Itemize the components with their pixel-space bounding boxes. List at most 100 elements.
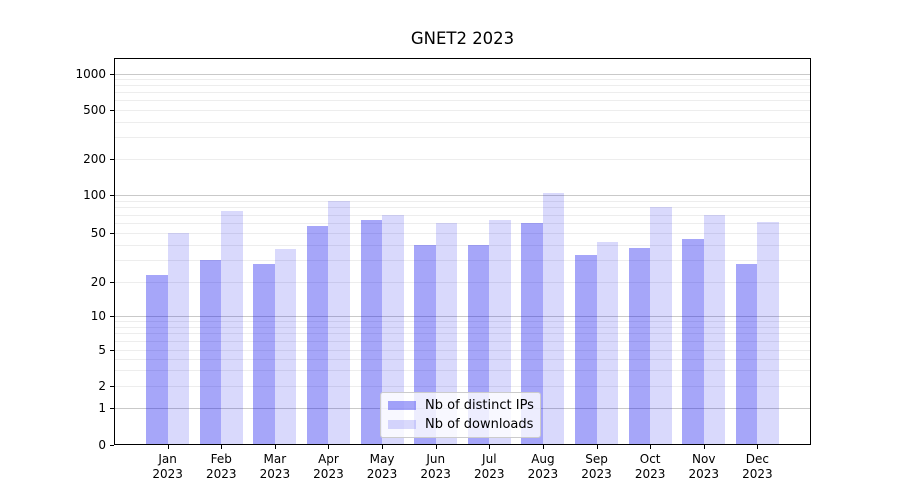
x-tick-label-apr: Apr 2023 bbox=[313, 452, 344, 481]
legend-swatch-distinct-ips bbox=[388, 401, 416, 411]
gridline-minor-60 bbox=[114, 223, 811, 225]
bar-downloads-may bbox=[382, 214, 404, 445]
bar-distinct-ips-jan bbox=[146, 274, 168, 445]
x-tick-label-dec: Dec 2023 bbox=[742, 452, 773, 481]
gridline-minor-40 bbox=[114, 244, 811, 246]
chart-title: GNET2 2023 bbox=[410, 29, 515, 48]
gridline-major-1000 bbox=[114, 73, 811, 75]
y-tick-label-200: 200 bbox=[83, 151, 106, 166]
bar-distinct-ips-may bbox=[360, 219, 383, 445]
bar-downloads-dec bbox=[757, 222, 779, 445]
x-tick-label-nov: Nov 2023 bbox=[688, 452, 720, 481]
gridline-major-10 bbox=[114, 316, 811, 317]
legend-swatch-downloads bbox=[388, 419, 416, 429]
y-tick-label-1000: 1000 bbox=[75, 66, 106, 81]
bar-downloads-jun bbox=[435, 223, 458, 445]
bar-distinct-ips-aug bbox=[521, 223, 543, 445]
y-tick-0 bbox=[110, 445, 114, 446]
bar-distinct-ips-apr bbox=[306, 225, 329, 445]
gridline-minor-8 bbox=[114, 326, 811, 328]
gridline-minor-50 bbox=[114, 233, 811, 234]
y-tick-500 bbox=[110, 110, 114, 111]
x-tick-nov bbox=[703, 445, 705, 449]
x-tick-sep bbox=[596, 445, 598, 449]
gridline-major-100 bbox=[114, 195, 811, 197]
x-tick-jan bbox=[167, 445, 169, 449]
plot-area bbox=[114, 58, 811, 445]
x-tick-label-jun: Jun 2023 bbox=[420, 452, 451, 481]
legend-label-downloads: Nb of downloads bbox=[425, 416, 534, 432]
y-tick-50 bbox=[110, 233, 114, 234]
bar-downloads-nov bbox=[703, 214, 726, 445]
bar-distinct-ips-mar bbox=[253, 264, 275, 445]
x-tick-label-feb: Feb 2023 bbox=[205, 452, 237, 481]
gridline-minor-5 bbox=[114, 350, 811, 351]
gridline-minor-300 bbox=[114, 137, 811, 139]
gridline-minor-2 bbox=[114, 385, 811, 387]
y-tick-label-20: 20 bbox=[90, 275, 106, 289]
gridline-minor-3 bbox=[114, 369, 811, 371]
y-tick-20 bbox=[110, 282, 114, 283]
bar-downloads-mar bbox=[274, 249, 297, 445]
x-tick-label-sep: Sep 2023 bbox=[581, 452, 612, 481]
y-tick-label-50: 50 bbox=[90, 226, 106, 240]
bar-downloads-sep bbox=[596, 242, 619, 445]
legend-entry-downloads: Nb of downloads bbox=[388, 417, 533, 432]
gridline-minor-900 bbox=[114, 79, 811, 81]
x-tick-label-may: May 2023 bbox=[366, 452, 398, 481]
y-tick-200 bbox=[110, 158, 114, 160]
y-tick-100 bbox=[110, 195, 114, 197]
x-tick-label-jul: Jul 2023 bbox=[474, 452, 505, 481]
x-tick-apr bbox=[328, 445, 330, 449]
x-tick-feb bbox=[221, 445, 223, 449]
y-tick-1 bbox=[110, 407, 114, 409]
x-tick-may bbox=[382, 445, 384, 449]
y-tick-2 bbox=[110, 385, 114, 387]
bar-distinct-ips-sep bbox=[575, 255, 597, 445]
bar-downloads-jan bbox=[167, 233, 190, 445]
gridline-minor-70 bbox=[114, 214, 811, 216]
y-tick-1000 bbox=[110, 73, 114, 75]
legend-label-distinct-ips: Nb of distinct IPs bbox=[425, 398, 534, 414]
x-tick-label-oct: Oct 2023 bbox=[634, 452, 666, 481]
gridline-minor-7 bbox=[114, 333, 811, 335]
legend-entry-distinct-ips: Nb of distinct IPs bbox=[388, 398, 534, 414]
gridline-minor-90 bbox=[114, 201, 811, 203]
bar-distinct-ips-feb bbox=[199, 260, 222, 445]
y-tick-label-5: 5 bbox=[98, 343, 106, 357]
gridline-minor-30 bbox=[114, 260, 811, 262]
x-tick-aug bbox=[542, 445, 544, 449]
x-tick-jul bbox=[489, 445, 491, 449]
gridline-minor-9 bbox=[114, 321, 811, 323]
gridline-minor-800 bbox=[114, 85, 811, 87]
gridline-minor-500 bbox=[114, 110, 811, 111]
bar-downloads-oct bbox=[650, 207, 672, 445]
bar-distinct-ips-oct bbox=[628, 247, 651, 445]
bar-distinct-ips-dec bbox=[735, 264, 758, 445]
x-tick-label-aug: Aug 2023 bbox=[527, 452, 559, 481]
gridline-minor-80 bbox=[114, 207, 811, 209]
gridline-minor-700 bbox=[114, 92, 811, 94]
y-tick-label-100: 100 bbox=[83, 188, 106, 203]
x-tick-dec bbox=[757, 445, 759, 449]
x-tick-oct bbox=[650, 445, 652, 449]
y-tick-label-2: 2 bbox=[98, 378, 106, 393]
x-tick-mar bbox=[274, 445, 276, 449]
gridline-minor-4 bbox=[114, 358, 811, 360]
y-tick-label-0: 0 bbox=[98, 438, 106, 452]
gridline-minor-200 bbox=[114, 158, 811, 160]
x-tick-jun bbox=[435, 445, 437, 449]
bar-downloads-jul bbox=[489, 220, 511, 445]
x-tick-label-jan: Jan 2023 bbox=[152, 452, 183, 481]
y-tick-10 bbox=[110, 316, 114, 317]
gridline-minor-20 bbox=[114, 282, 811, 283]
x-tick-label-mar: Mar 2023 bbox=[259, 452, 291, 481]
bar-downloads-feb bbox=[221, 210, 243, 445]
bar-distinct-ips-nov bbox=[682, 238, 704, 445]
gridline-minor-400 bbox=[114, 121, 811, 123]
legend: Nb of distinct IPs Nb of downloads bbox=[380, 392, 541, 438]
bar-downloads-apr bbox=[328, 201, 350, 445]
y-tick-label-10: 10 bbox=[90, 309, 106, 323]
y-tick-label-1: 1 bbox=[98, 400, 106, 415]
